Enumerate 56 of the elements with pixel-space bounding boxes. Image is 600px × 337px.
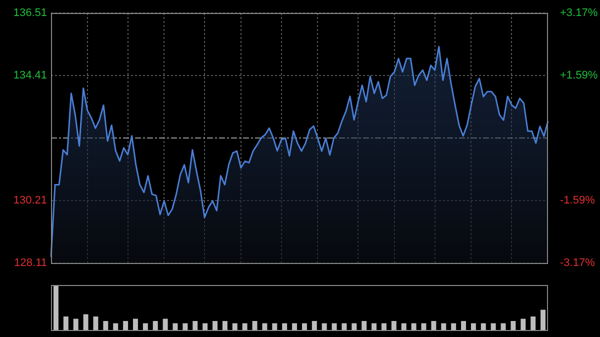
- bar: [272, 323, 278, 330]
- bar: [362, 321, 367, 330]
- bar: [540, 310, 546, 330]
- bar: [53, 285, 58, 330]
- bar: [530, 316, 536, 330]
- bar: [382, 323, 386, 330]
- bar: [192, 321, 198, 330]
- bar: [342, 323, 347, 330]
- bar: [123, 321, 128, 330]
- bar: [103, 321, 108, 330]
- bar: [461, 321, 466, 330]
- bar: [302, 323, 307, 330]
- bar: [232, 323, 238, 330]
- bar: [182, 323, 188, 330]
- bar: [401, 323, 406, 330]
- bar: [441, 323, 446, 330]
- bar: [312, 321, 317, 330]
- bar: [202, 323, 208, 330]
- y2-tick-label: -1.59%: [560, 194, 596, 207]
- y2-tick-label: +3.17%: [560, 7, 598, 20]
- bar: [500, 323, 506, 330]
- bar: [73, 318, 78, 330]
- bar: [212, 321, 218, 330]
- bar: [222, 321, 228, 330]
- bar: [262, 323, 268, 330]
- y-tick-label: 134.41: [13, 70, 47, 82]
- bar: [332, 323, 337, 330]
- bar: [372, 323, 377, 330]
- bar: [490, 323, 496, 330]
- bar: [252, 321, 258, 330]
- y-tick-label: 130.21: [13, 194, 47, 207]
- bar: [93, 316, 98, 330]
- bar: [242, 323, 248, 330]
- bar: [451, 323, 456, 330]
- bar: [520, 318, 526, 330]
- y-tick-label: 128.11: [14, 257, 47, 270]
- y2-tick-label: +1.59%: [560, 69, 598, 82]
- bar: [83, 314, 88, 330]
- bar: [133, 318, 138, 330]
- bar: [292, 323, 298, 330]
- y2-tick-label: -3.17%: [560, 257, 596, 270]
- bar: [113, 323, 118, 330]
- bar: [322, 323, 327, 330]
- y-tick-label: 136.51: [13, 7, 47, 20]
- bar: [480, 323, 486, 330]
- bar: [391, 321, 396, 330]
- bar: [510, 321, 516, 330]
- bar: [152, 321, 158, 330]
- bar: [282, 323, 288, 330]
- bar: [431, 321, 436, 330]
- bar: [411, 323, 416, 330]
- bar: [352, 323, 357, 330]
- bar: [470, 323, 476, 330]
- bar: [162, 318, 168, 330]
- bar: [142, 323, 148, 330]
- bar: [63, 316, 68, 330]
